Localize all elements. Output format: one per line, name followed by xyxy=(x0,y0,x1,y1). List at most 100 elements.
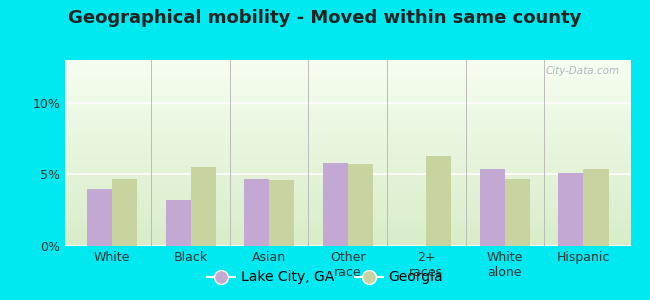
Bar xyxy=(65,155,630,157)
Bar xyxy=(65,170,630,172)
Bar xyxy=(65,64,630,66)
Bar xyxy=(65,196,630,198)
Bar xyxy=(65,175,630,177)
Bar xyxy=(65,108,630,110)
Bar xyxy=(244,179,269,246)
Bar xyxy=(65,192,630,194)
Bar xyxy=(65,177,630,179)
Bar xyxy=(65,184,630,187)
Bar xyxy=(65,240,630,242)
Bar xyxy=(65,214,630,216)
Bar xyxy=(65,164,630,166)
Bar xyxy=(65,112,630,114)
Bar xyxy=(65,188,630,190)
Bar xyxy=(65,84,630,86)
Bar xyxy=(65,114,630,116)
Text: Geographical mobility - Moved within same county: Geographical mobility - Moved within sam… xyxy=(68,9,582,27)
Bar xyxy=(65,227,630,229)
Bar xyxy=(112,179,137,246)
Bar xyxy=(65,82,630,84)
Bar xyxy=(480,169,505,246)
Bar xyxy=(65,242,630,244)
Bar xyxy=(65,220,630,222)
Bar xyxy=(65,122,630,123)
Bar xyxy=(322,163,348,246)
Bar xyxy=(65,244,630,246)
Bar xyxy=(65,144,630,146)
Bar xyxy=(65,173,630,175)
Bar xyxy=(65,159,630,161)
Bar xyxy=(65,198,630,200)
Bar xyxy=(65,200,630,201)
Bar xyxy=(65,125,630,127)
Bar xyxy=(65,118,630,119)
Bar xyxy=(65,218,630,220)
Bar xyxy=(166,200,190,246)
Bar xyxy=(65,79,630,80)
Bar xyxy=(65,147,630,149)
Bar xyxy=(65,216,630,218)
Bar xyxy=(65,106,630,108)
Bar xyxy=(65,101,630,103)
Bar xyxy=(65,60,630,62)
Bar xyxy=(65,212,630,214)
Bar xyxy=(65,133,630,134)
Bar xyxy=(65,181,630,183)
Bar xyxy=(65,207,630,209)
Bar xyxy=(65,86,630,88)
Bar xyxy=(65,224,630,226)
Bar xyxy=(65,136,630,138)
Bar xyxy=(65,179,630,181)
Bar xyxy=(426,156,452,246)
Bar xyxy=(65,194,630,196)
Bar xyxy=(65,231,630,233)
Bar xyxy=(65,160,630,162)
Bar xyxy=(65,62,630,64)
Bar xyxy=(65,80,630,82)
Bar xyxy=(65,77,630,79)
Bar xyxy=(65,162,630,164)
Bar xyxy=(65,103,630,105)
Bar xyxy=(65,116,630,118)
Bar xyxy=(65,187,630,188)
Bar xyxy=(558,173,584,246)
Bar xyxy=(65,140,630,142)
Bar xyxy=(65,127,630,129)
Bar xyxy=(65,211,630,212)
Bar xyxy=(65,205,630,207)
Bar xyxy=(65,123,630,125)
Bar xyxy=(65,90,630,92)
Bar xyxy=(65,237,630,239)
Bar xyxy=(65,233,630,235)
Bar xyxy=(505,179,530,246)
Bar xyxy=(65,166,630,168)
Bar xyxy=(65,94,630,95)
Bar xyxy=(65,99,630,101)
Bar xyxy=(65,222,630,224)
Bar xyxy=(65,131,630,133)
Bar xyxy=(65,235,630,237)
Bar xyxy=(65,68,630,69)
Legend: Lake City, GA, Georgia: Lake City, GA, Georgia xyxy=(202,265,448,290)
Bar xyxy=(65,238,630,240)
Bar xyxy=(65,105,630,106)
Bar xyxy=(65,203,630,205)
Bar xyxy=(65,157,630,159)
Bar xyxy=(65,142,630,144)
Bar xyxy=(348,164,373,246)
Text: City-Data.com: City-Data.com xyxy=(545,66,619,76)
Bar xyxy=(87,189,112,246)
Bar xyxy=(65,95,630,97)
Bar xyxy=(65,168,630,170)
Bar xyxy=(65,73,630,75)
Bar xyxy=(65,71,630,73)
Bar xyxy=(65,75,630,77)
Bar xyxy=(65,172,630,173)
Bar xyxy=(65,190,630,192)
Bar xyxy=(65,183,630,184)
Bar xyxy=(65,209,630,211)
Bar xyxy=(65,151,630,153)
Bar xyxy=(65,69,630,71)
Bar xyxy=(65,146,630,147)
Bar xyxy=(65,226,630,227)
